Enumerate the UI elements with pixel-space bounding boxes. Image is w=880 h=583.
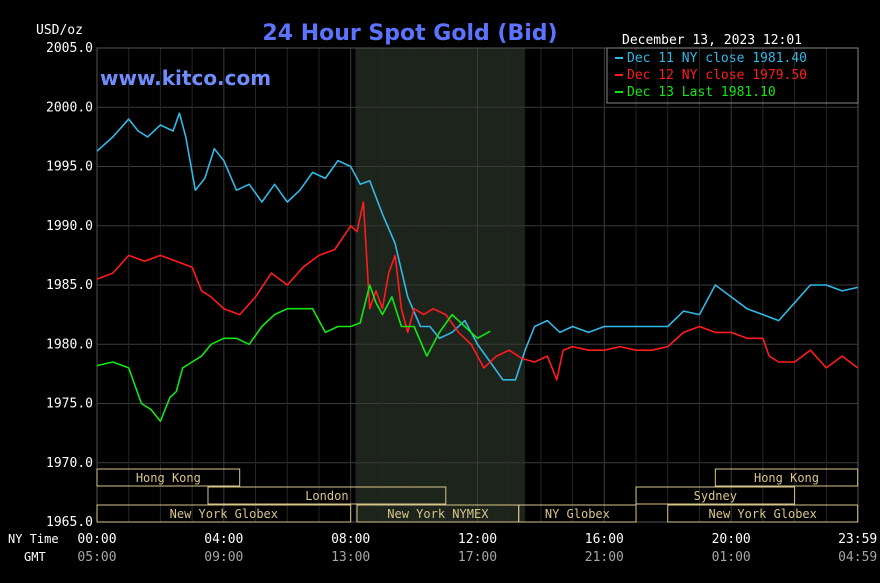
x-tick-label-gmt: 01:00 [712,550,751,565]
legend-entry-label: Dec 12 NY close 1979.50 [627,68,807,83]
x-tick-label-ny: 00:00 [77,532,116,547]
session-label: NY Globex [545,507,610,521]
axes: 2005.0 2000.0 1995.0 1990.0 1985.0 1980.0 1975… [8,41,877,565]
x-tick-label-ny: 08:00 [331,532,370,547]
y-tick-label: 2005.0 [46,41,93,56]
x-tick-label-gmt: 13:00 [331,550,370,565]
y-tick-label: 1985.0 [46,278,93,293]
x-tick-label-ny: 12:00 [458,532,497,547]
session-box [96,504,352,523]
x-tick-label-ny: 20:00 [712,532,751,547]
session-label: Hong Kong [136,471,201,485]
legend: December 13, 2023 12:01 Dec 11 NY close … [606,33,859,104]
legend-box [606,47,859,104]
session-box [518,504,637,523]
series-line [96,284,491,423]
session-box [635,486,796,505]
legend-timestamp: December 13, 2023 12:01 [622,33,802,48]
x-axis-row-label-gmt: GMT [24,550,46,564]
market-sessions: Hong Kong Hong Kong London Sydney New York G… [96,468,859,523]
x-tick-label-gmt: 21:00 [585,550,624,565]
legend-entry-label: Dec 11 NY close 1981.40 [627,51,807,66]
y-tick-label: 1965.0 [46,515,93,530]
legend-entry-label: Dec 13 Last 1981.10 [627,85,776,100]
chart-title: 24 Hour Spot Gold (Bid) [262,21,557,46]
y-tick-label: 1995.0 [46,160,93,175]
session-box [667,504,859,523]
session-box [714,468,859,487]
session-label: Sydney [694,489,737,503]
watermark-site: www.kitco.com [100,66,271,90]
session-box [207,486,447,505]
x-tick-label-gmt: 17:00 [458,550,497,565]
x-tick-label-ny: 16:00 [585,532,624,547]
series-lines [96,112,859,423]
series-line [96,112,858,381]
grid [96,47,859,523]
series-line [96,201,859,381]
session-box [96,468,241,487]
session-label: London [305,489,348,503]
legend-entries: Dec 11 NY close 1981.40 Dec 12 NY close 1… [615,51,807,100]
y-tick-label: 2000.0 [46,100,93,115]
session-label: New York NYMEX [387,507,489,521]
y-tick-label: 1975.0 [46,397,93,412]
session-label: New York Globex [170,507,278,521]
session-label: Hong Kong [754,471,819,485]
session-label: New York Globex [709,507,817,521]
x-tick-label-ny: 04:00 [204,532,243,547]
x-tick-label-ny: 23:59 [838,532,877,547]
x-axis-row-label-ny: NY Time [8,532,59,546]
x-tick-label-gmt: 05:00 [77,550,116,565]
y-tick-label: 1990.0 [46,219,93,234]
y-tick-label: 1970.0 [46,456,93,471]
x-tick-label-gmt: 09:00 [204,550,243,565]
x-tick-label-gmt: 04:59 [838,550,877,565]
y-tick-label: 1980.0 [46,337,93,352]
y-axis-unit: USD/oz [36,23,83,38]
